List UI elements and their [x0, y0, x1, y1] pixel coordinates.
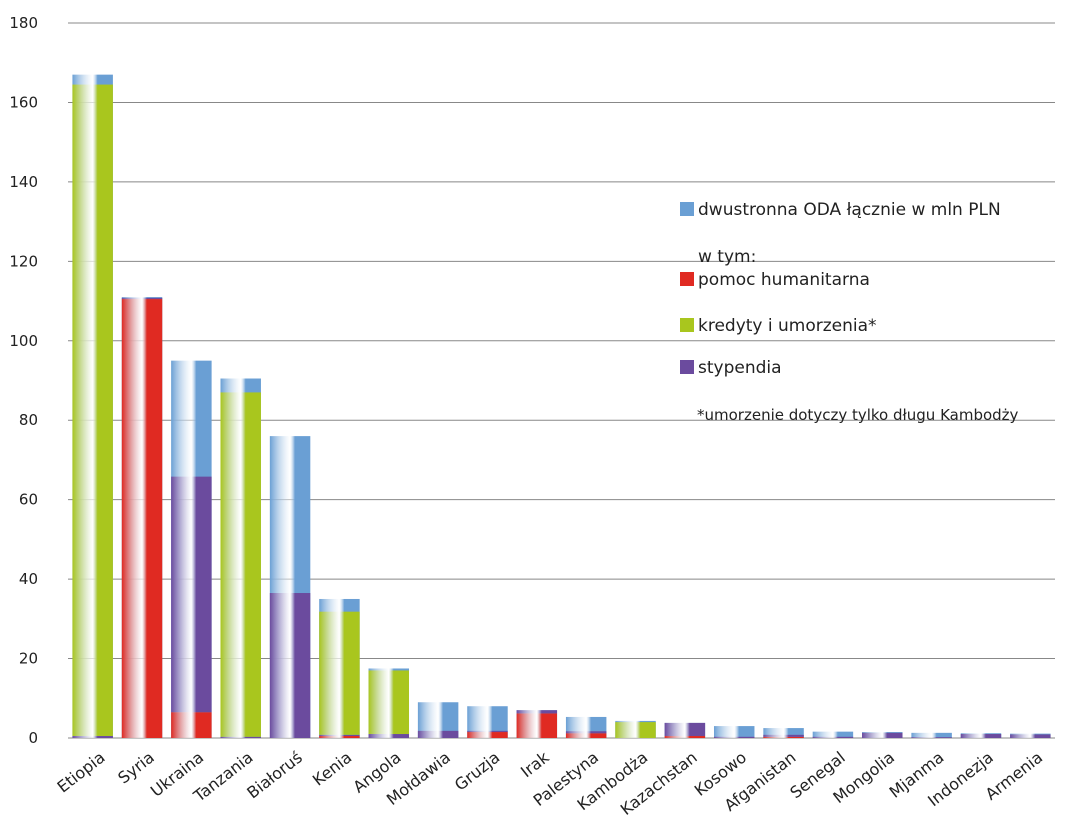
- y-tick-label: 80: [19, 411, 38, 429]
- bar: [812, 731, 854, 738]
- x-tick-label: Gruzja: [451, 748, 503, 795]
- x-tick-label: Irak: [517, 747, 553, 781]
- bar-segment: [269, 593, 311, 738]
- bar-segment: [319, 611, 360, 735]
- bar: [911, 732, 952, 738]
- bar-segment: [615, 722, 656, 738]
- bar-segment: [417, 730, 459, 738]
- bar-segment: [467, 732, 508, 738]
- y-tick-label: 160: [9, 93, 38, 111]
- bar-segment: [565, 733, 607, 738]
- y-tick-label: 140: [9, 173, 38, 191]
- bar-segment: [368, 734, 410, 738]
- legend-swatch: [680, 360, 694, 374]
- x-tick-label: Kenia: [309, 748, 355, 790]
- bar-segment: [319, 734, 360, 737]
- y-tick-label: 120: [9, 252, 38, 270]
- y-tick-label: 180: [9, 14, 38, 32]
- legend-label: dwustronna ODA łącznie w mln PLN: [698, 200, 1001, 220]
- bar-segment: [171, 712, 212, 738]
- bar-segment: [565, 731, 607, 734]
- bar-segment: [220, 392, 261, 737]
- legend-swatch: [680, 272, 694, 286]
- bar-segment: [664, 736, 706, 738]
- bar-segment: [664, 722, 706, 737]
- note: *umorzenie dotyczy tylko długu Kambodży: [697, 406, 1019, 424]
- bar-segment: [911, 737, 952, 738]
- bar-segment: [516, 713, 558, 738]
- bar-segment: [812, 736, 854, 738]
- bar-segment: [121, 297, 163, 300]
- bar-segment: [368, 670, 410, 735]
- bar-segment: [1010, 734, 1051, 738]
- bar-segment: [121, 299, 163, 738]
- bar-segment: [467, 730, 508, 733]
- bar-segment: [72, 84, 113, 737]
- bar-segment: [220, 736, 261, 738]
- y-tick-label: 100: [9, 332, 38, 350]
- bar-segment: [862, 732, 903, 738]
- bar-segment: [763, 736, 804, 738]
- y-tick-label: 20: [19, 650, 38, 668]
- bar-segment: [763, 734, 804, 737]
- legend-label: stypendia: [698, 358, 782, 378]
- bar-segment: [713, 736, 755, 738]
- y-tick-label: 60: [19, 491, 38, 509]
- bar-segment: [960, 734, 1002, 738]
- bar-segment: [171, 476, 212, 713]
- bar: [713, 726, 755, 738]
- legend-swatch: [680, 318, 694, 332]
- bar-segment: [72, 736, 113, 738]
- bar: [763, 728, 804, 738]
- x-tick-label: Białoruś: [243, 748, 306, 803]
- legend-label: kredyty i umorzenia*: [698, 316, 877, 336]
- legend-subtitle: w tym:: [698, 247, 756, 267]
- bar-segment: [516, 710, 558, 714]
- bar-segment: [319, 736, 360, 738]
- legend-label: pomoc humanitarna: [698, 270, 870, 290]
- y-tick-label: 40: [19, 570, 38, 588]
- legend-swatch: [680, 202, 694, 216]
- y-tick-label: 0: [28, 729, 38, 747]
- x-tick-label: Etiopia: [53, 748, 108, 797]
